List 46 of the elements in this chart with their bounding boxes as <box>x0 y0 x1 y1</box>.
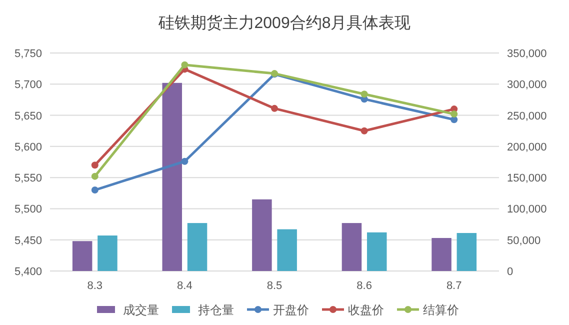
point <box>181 61 188 68</box>
point <box>360 90 368 98</box>
bar <box>366 232 387 271</box>
point <box>181 158 188 165</box>
point <box>91 186 98 194</box>
y-tick-label: 5,650 <box>14 110 42 122</box>
point <box>91 172 98 180</box>
y-tick-label: 5,400 <box>14 266 42 278</box>
x-tick-label: 8.4 <box>177 280 192 292</box>
bar <box>98 235 118 271</box>
legend-label: 开盘价 <box>273 303 309 317</box>
y2-tick-label: 200,000 <box>507 141 547 154</box>
legend-label: 收盘价 <box>348 303 384 317</box>
y2-tick-label: 50,000 <box>507 234 541 247</box>
bar <box>277 229 297 271</box>
y2-tick-label: 300,000 <box>507 79 547 92</box>
x-tick-label: 8.7 <box>446 280 462 292</box>
bar <box>342 223 362 271</box>
y-tick-label: 5,700 <box>14 79 42 92</box>
x-tick-label: 8.3 <box>87 280 103 292</box>
y-tick-label: 5,550 <box>14 172 42 185</box>
y2-tick-label: 350,000 <box>507 48 547 60</box>
point <box>360 127 368 134</box>
y2-tick-label: 250,000 <box>507 110 547 122</box>
y2-tick-label: 0 <box>507 266 514 278</box>
y2-tick-label: 100,000 <box>507 204 547 216</box>
point <box>450 110 458 118</box>
y-tick-label: 5,750 <box>14 48 42 60</box>
x-tick-label: 8.5 <box>266 280 282 292</box>
legend-label: 持仓量 <box>198 303 234 317</box>
bar <box>456 233 477 271</box>
bar <box>162 82 182 271</box>
legend-label: 成交量 <box>123 303 159 317</box>
x-tick-label: 8.6 <box>356 280 372 292</box>
y-tick-label: 5,500 <box>14 204 42 216</box>
bar <box>252 199 272 271</box>
y-tick-label: 5,450 <box>14 234 42 247</box>
y-tick-label: 5,600 <box>14 141 42 154</box>
bar <box>187 223 208 271</box>
bar <box>72 241 92 271</box>
chart-title: 硅铁期货主力2009合约8月具体表现 <box>157 14 411 32</box>
point <box>271 104 278 112</box>
y2-tick-label: 150,000 <box>507 172 547 185</box>
point <box>91 162 98 169</box>
bar <box>432 238 452 271</box>
legend-label: 结算价 <box>423 303 459 317</box>
